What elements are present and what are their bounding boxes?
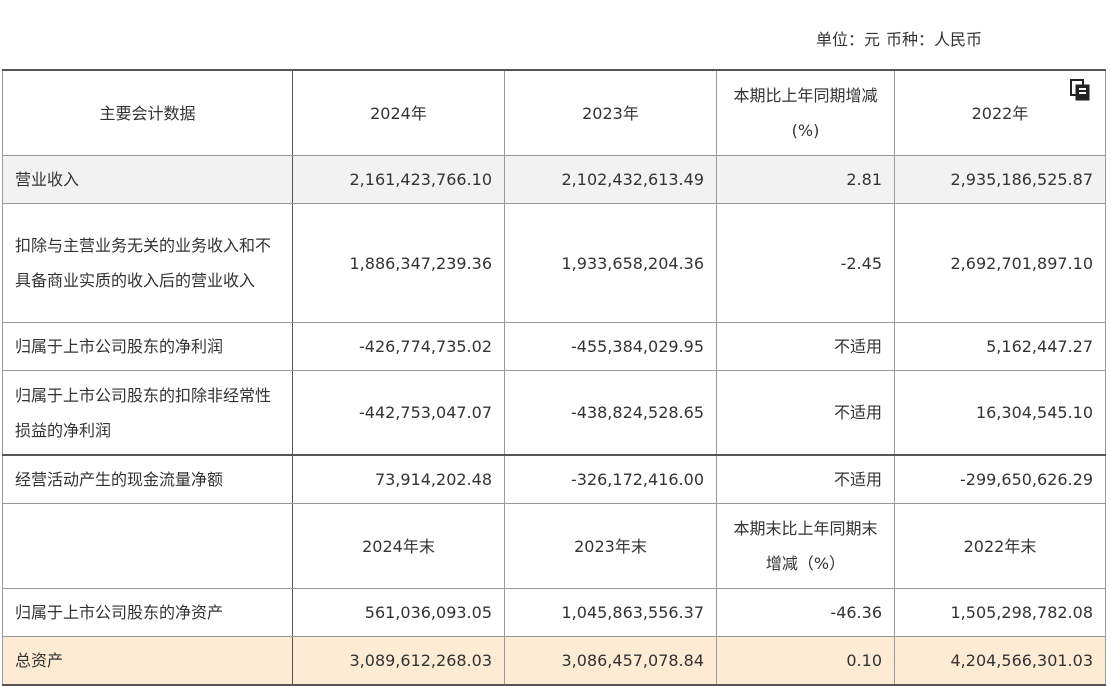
row-label: 扣除与主营业务无关的业务收入和不具备商业实质的收入后的营业收入 [2,203,293,323]
table-row: 经营活动产生的现金流量净额 73,914,202.48 -326,172,416… [2,454,1106,504]
value-cell: 不适用 [716,370,895,456]
table-row: 归属于上市公司股东的扣除非经常性损益的净利润 -442,753,047.07 -… [2,370,1106,456]
header-cell: 2022年末 [894,503,1106,589]
value-cell: -46.36 [716,588,895,637]
value-cell: 3,086,457,078.84 [504,636,717,686]
table-row: 归属于上市公司股东的净资产 561,036,093.05 1,045,863,5… [2,588,1106,637]
header-cell: 2022年 [894,69,1106,156]
row-label: 归属于上市公司股东的净利润 [2,322,293,371]
header-cell: 2023年 [504,69,717,156]
header-cell: 本期比上年同期增减(%) [716,69,895,156]
financial-data-table: 主要会计数据 2024年 2023年 本期比上年同期增减(%) 2022年 营业… [2,69,1106,686]
header-cell: 2024年 [292,69,505,156]
table-row: 归属于上市公司股东的净利润 -426,774,735.02 -455,384,0… [2,322,1106,371]
header-cell: 2024年末 [292,503,505,589]
value-cell: 5,162,447.27 [894,322,1106,371]
value-cell: 不适用 [716,454,895,504]
value-cell: 3,089,612,268.03 [292,636,505,686]
unit-label: 单位：元 [816,30,881,49]
value-cell: -455,384,029.95 [504,322,717,371]
value-cell: 2,161,423,766.10 [292,155,505,204]
row-label: 经营活动产生的现金流量净额 [2,454,293,504]
header-cell: 本期末比上年同期末增减（%） [716,503,895,589]
table-row: 扣除与主营业务无关的业务收入和不具备商业实质的收入后的营业收入 1,886,34… [2,203,1106,323]
table-row: 营业收入 2,161,423,766.10 2,102,432,613.49 2… [2,155,1106,204]
value-cell: -426,774,735.02 [292,322,505,371]
row-label: 营业收入 [2,155,293,204]
value-cell: -438,824,528.65 [504,370,717,456]
table-row: 总资产 3,089,612,268.03 3,086,457,078.84 0.… [2,636,1106,686]
currency-unit-note: 单位：元 币种：人民币 [816,26,988,50]
table-header-row: 主要会计数据 2024年 2023年 本期比上年同期增减(%) 2022年 [2,69,1106,156]
header-cell [2,503,293,589]
row-label: 总资产 [2,636,293,686]
value-cell: -2.45 [716,203,895,323]
value-cell: 1,886,347,239.36 [292,203,505,323]
table-subheader-row: 2024年末 2023年末 本期末比上年同期末增减（%） 2022年末 [2,503,1106,589]
value-cell: 1,045,863,556.37 [504,588,717,637]
value-cell: 4,204,566,301.03 [894,636,1106,686]
value-cell: 2,102,432,613.49 [504,155,717,204]
value-cell: 2,935,186,525.87 [894,155,1106,204]
value-cell: 1,933,658,204.36 [504,203,717,323]
value-cell: 73,914,202.48 [292,454,505,504]
row-label: 归属于上市公司股东的净资产 [2,588,293,637]
value-cell: 1,505,298,782.08 [894,588,1106,637]
header-cell: 主要会计数据 [2,69,293,156]
value-cell: 0.10 [716,636,895,686]
value-cell: -326,172,416.00 [504,454,717,504]
header-cell: 2023年末 [504,503,717,589]
value-cell: 16,304,545.10 [894,370,1106,456]
value-cell: 不适用 [716,322,895,371]
value-cell: 2,692,701,897.10 [894,203,1106,323]
row-label: 归属于上市公司股东的扣除非经常性损益的净利润 [2,370,293,456]
value-cell: 561,036,093.05 [292,588,505,637]
currency-label: 币种：人民币 [886,30,983,49]
value-cell: -299,650,626.29 [894,454,1106,504]
value-cell: 2.81 [716,155,895,204]
value-cell: -442,753,047.07 [292,370,505,456]
